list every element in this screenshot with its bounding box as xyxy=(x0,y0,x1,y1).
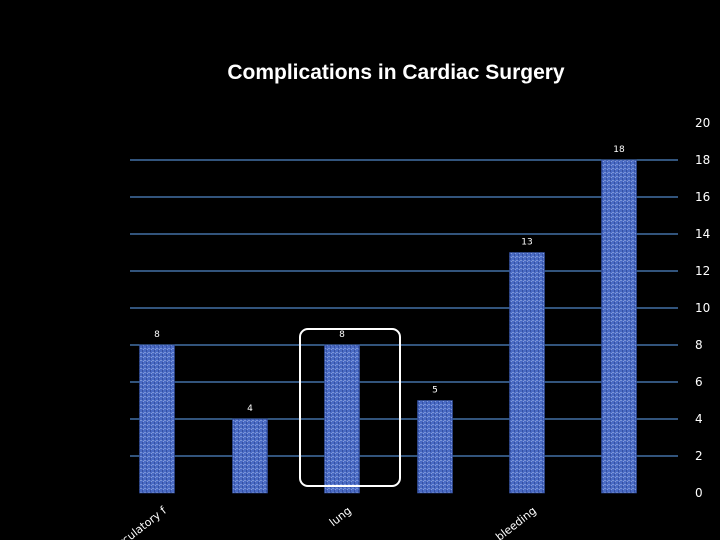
bar xyxy=(417,400,453,494)
y-tick-label: 6 xyxy=(695,375,703,389)
y-axis-ticks: 0 2 4 6 8 10 12 14 16 18 20 xyxy=(695,116,710,500)
data-label: 4 xyxy=(247,404,253,414)
y-tick-label: 12 xyxy=(695,264,710,278)
y-tick-label: 16 xyxy=(695,190,710,204)
x-category-label: lung xyxy=(327,504,354,529)
bar xyxy=(139,344,175,494)
y-tick-label: 14 xyxy=(695,227,710,241)
data-label: 8 xyxy=(339,330,345,340)
chart-title: Complications in Cardiac Surgery xyxy=(227,61,565,84)
x-axis-labels: circulatory f lung bleeding xyxy=(109,503,539,540)
x-category-label: bleeding xyxy=(493,504,538,540)
bars xyxy=(139,159,637,494)
bar xyxy=(601,159,637,494)
y-tick-label: 8 xyxy=(695,338,703,352)
data-labels: 8 4 8 5 13 18 xyxy=(154,145,625,414)
data-label: 8 xyxy=(154,330,160,340)
y-tick-label: 4 xyxy=(695,412,703,426)
highlight-box xyxy=(299,328,401,487)
data-label: 5 xyxy=(432,386,438,396)
y-tick-label: 0 xyxy=(695,486,703,500)
y-tick-label: 20 xyxy=(695,116,710,130)
y-tick-label: 2 xyxy=(695,449,703,463)
bar xyxy=(324,344,360,494)
highlight-rectangle xyxy=(299,328,401,487)
data-label: 13 xyxy=(521,238,532,248)
bar xyxy=(509,252,545,494)
y-tick-label: 18 xyxy=(695,153,710,167)
x-category-label: circulatory f xyxy=(109,503,170,540)
y-tick-label: 10 xyxy=(695,301,710,315)
bar xyxy=(232,418,268,494)
data-label: 18 xyxy=(613,145,625,155)
gridlines xyxy=(130,159,678,457)
